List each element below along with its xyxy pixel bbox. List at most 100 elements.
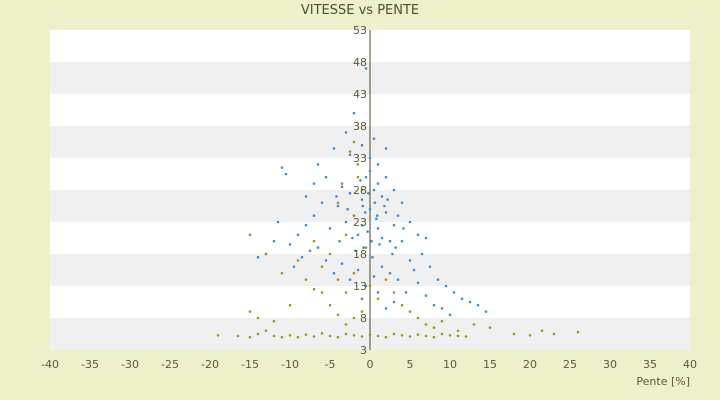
data-point-series-1: [338, 239, 341, 243]
data-point-series-1: [384, 211, 388, 214]
data-point-series-2: [472, 323, 476, 326]
x-tick-label: -15: [241, 358, 259, 371]
data-point-series-1: [375, 217, 378, 221]
data-point-series-2: [264, 252, 268, 256]
data-point-series-1: [316, 163, 320, 166]
data-point-series-1: [324, 259, 328, 262]
data-point-series-2: [400, 333, 404, 337]
data-point-series-1: [388, 239, 392, 243]
data-point-series-1: [348, 278, 352, 281]
data-point-series-1: [484, 310, 488, 313]
data-point-series-2: [320, 265, 324, 269]
data-point-series-1: [371, 255, 374, 259]
data-point-series-1: [356, 233, 360, 237]
y-tick-label: 28: [353, 184, 367, 197]
data-point-series-1: [384, 175, 388, 179]
data-point-series-1: [412, 268, 416, 272]
y-tick-label: 23: [353, 216, 367, 229]
x-tick-label: 35: [643, 358, 657, 371]
data-point-series-1: [460, 297, 464, 301]
data-point-series-1: [368, 207, 372, 211]
data-point-series-2: [368, 284, 372, 288]
y-tick-label: 43: [353, 88, 367, 101]
data-point-series-2: [312, 239, 316, 243]
data-point-series-1: [256, 255, 260, 259]
data-point-series-2: [304, 278, 308, 281]
data-point-series-2: [328, 303, 332, 307]
data-point-series-1: [304, 223, 308, 227]
y-tick-label: 18: [353, 248, 367, 261]
data-point-series-1: [336, 204, 340, 208]
data-point-series-1: [288, 243, 292, 246]
data-point-series-1: [396, 278, 400, 281]
data-point-series-1: [384, 307, 388, 310]
data-point-series-1: [392, 223, 396, 227]
data-point-series-2: [408, 335, 412, 338]
x-tick-label: 10: [443, 358, 457, 371]
x-tick-label: 30: [603, 358, 617, 371]
data-point-series-1: [346, 207, 349, 211]
data-point-series-2: [216, 333, 220, 337]
data-point-series-2: [408, 310, 412, 313]
data-point-series-1: [452, 291, 456, 294]
data-point-series-1: [372, 275, 376, 278]
y-tick-label: 33: [353, 152, 367, 165]
data-point-series-2: [368, 333, 372, 336]
y-tick-label: 8: [360, 312, 367, 325]
data-point-series-1: [372, 188, 376, 192]
data-point-series-1: [351, 236, 354, 240]
data-point-series-2: [280, 271, 284, 275]
data-point-series-1: [402, 227, 405, 230]
data-point-series-1: [416, 233, 420, 237]
data-point-series-1: [444, 284, 448, 288]
data-point-series-1: [332, 147, 336, 150]
data-point-series-1: [360, 297, 364, 301]
data-point-series-1: [416, 281, 420, 285]
data-point-series-2: [528, 333, 532, 337]
data-point-series-1: [436, 278, 440, 281]
data-point-series-2: [328, 334, 332, 338]
data-point-series-2: [424, 323, 428, 326]
data-point-series-1: [340, 185, 344, 189]
data-point-series-1: [348, 153, 352, 157]
x-tick-label: 5: [407, 358, 414, 371]
data-point-series-1: [360, 223, 364, 227]
data-point-series-1: [332, 271, 336, 275]
data-point-series-1: [368, 156, 372, 160]
data-point-series-2: [432, 326, 436, 329]
y-tick-label: 13: [353, 280, 367, 293]
data-point-series-1: [376, 291, 380, 294]
data-point-series-1: [312, 182, 316, 185]
data-point-series-1: [440, 307, 444, 310]
data-point-series-2: [576, 330, 580, 334]
data-point-series-2: [236, 334, 240, 338]
x-tick-label: -20: [201, 358, 219, 371]
x-tick-label: -40: [41, 358, 59, 371]
data-point-series-1: [359, 179, 362, 182]
data-point-series-1: [276, 220, 280, 224]
data-point-series-1: [408, 259, 412, 262]
data-point-series-1: [388, 271, 392, 275]
data-point-series-2: [336, 278, 340, 281]
y-tick-label: 3: [360, 344, 367, 357]
data-point-series-2: [448, 333, 452, 337]
data-point-series-1: [308, 249, 312, 253]
data-point-series-2: [456, 329, 460, 333]
data-point-series-2: [400, 303, 404, 307]
data-point-series-1: [364, 67, 368, 70]
data-point-series-1: [356, 268, 360, 272]
data-point-series-2: [416, 316, 420, 320]
data-point-series-2: [344, 291, 348, 294]
data-point-series-2: [376, 334, 380, 338]
data-point-series-1: [428, 265, 432, 269]
data-points: [216, 67, 580, 339]
data-point-series-1: [372, 137, 376, 141]
data-point-series-2: [352, 214, 356, 217]
data-point-series-1: [300, 255, 304, 259]
data-point-series-2: [440, 332, 444, 336]
data-point-series-1: [400, 201, 404, 205]
data-point-series-2: [384, 278, 388, 281]
data-point-series-1: [324, 175, 328, 179]
data-point-series-2: [392, 332, 396, 336]
